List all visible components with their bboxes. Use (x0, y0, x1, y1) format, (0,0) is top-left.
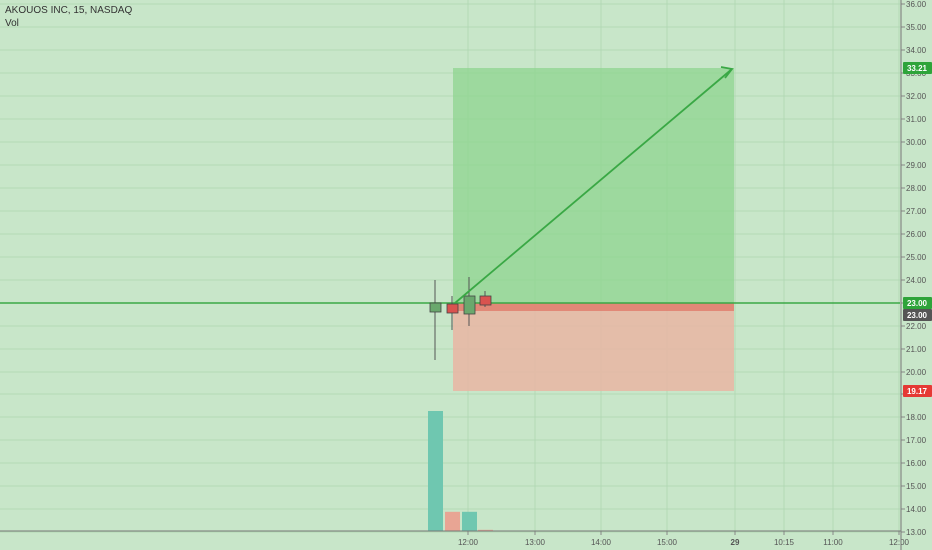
arrow-head (720, 66, 734, 79)
candle-body[interactable] (429, 302, 442, 313)
y-tick-label: 35.00 (906, 23, 927, 32)
symbol-title: AKOUOS INC, 15, NASDAQ (5, 5, 133, 16)
volume-bar (445, 511, 460, 531)
volume-bar (428, 411, 443, 531)
x-tick-label: 14:00 (591, 538, 612, 547)
y-tick-label: 29.00 (906, 161, 927, 170)
y-tick-label: 14.00 (906, 505, 927, 514)
target-price-badge: 33.21 (907, 64, 928, 73)
y-tick-label: 30.00 (906, 138, 927, 147)
y-tick-label: 31.00 (906, 115, 927, 124)
y-tick-label: 27.00 (906, 207, 927, 216)
y-tick-label: 22.00 (906, 322, 927, 331)
x-tick-label: 10:15 (774, 538, 795, 547)
chart-legend: AKOUOS INC, 15, NASDAQ Vol (5, 4, 132, 30)
x-tick-label: 15:00 (657, 538, 678, 547)
y-tick-label: 16.00 (906, 459, 927, 468)
target-price-badge-bg (903, 62, 932, 74)
candle-body[interactable] (446, 303, 459, 314)
entry-price-badge: 23.00 (907, 299, 928, 308)
volume-indicator-label: Vol (5, 18, 19, 29)
stop-price-badge: 19.17 (907, 387, 928, 396)
arrow-line[interactable] (454, 68, 733, 304)
candle-body[interactable] (479, 295, 492, 306)
y-tick-label: 18.00 (906, 413, 927, 422)
y-tick-label: 34.00 (906, 46, 927, 55)
y-tick-label: 32.00 (906, 92, 927, 101)
entry-price-badge-bg (903, 297, 932, 309)
x-tick-label: 13:00 (525, 538, 546, 547)
y-tick-label: 36.00 (906, 0, 927, 9)
volume-bar (478, 529, 493, 531)
long-position-tool[interactable] (453, 68, 734, 391)
y-tick-label: 25.00 (906, 253, 927, 262)
y-tick-label: 21.00 (906, 345, 927, 354)
y-tick-label: 13.00 (906, 528, 927, 537)
candle-body[interactable] (463, 295, 476, 315)
x-tick-label: 29 (731, 538, 740, 547)
candles[interactable] (429, 277, 492, 360)
price-badges: 33.21 23.00 23.00 19.17 (903, 62, 932, 397)
trend-arrow[interactable] (454, 66, 734, 304)
y-tick-label: 26.00 (906, 230, 927, 239)
entry-band (453, 303, 734, 311)
x-tick-label: 11:00 (823, 538, 843, 547)
volume-bar (462, 511, 477, 531)
y-tick-label: 20.00 (906, 368, 927, 377)
y-tick-label: 28.00 (906, 184, 927, 193)
current-price-badge: 23.00 (907, 311, 928, 320)
y-tick-label: 15.00 (906, 482, 927, 491)
current-price-badge-bg (903, 309, 932, 321)
stop-price-badge-bg (903, 385, 932, 397)
y-tick-label: 17.00 (906, 436, 927, 445)
x-tick-label: 12:00 (889, 538, 910, 547)
x-tick-label: 12:00 (458, 538, 479, 547)
volume-bars (428, 411, 493, 531)
y-tick-label: 24.00 (906, 276, 927, 285)
loss-zone[interactable] (453, 303, 734, 391)
